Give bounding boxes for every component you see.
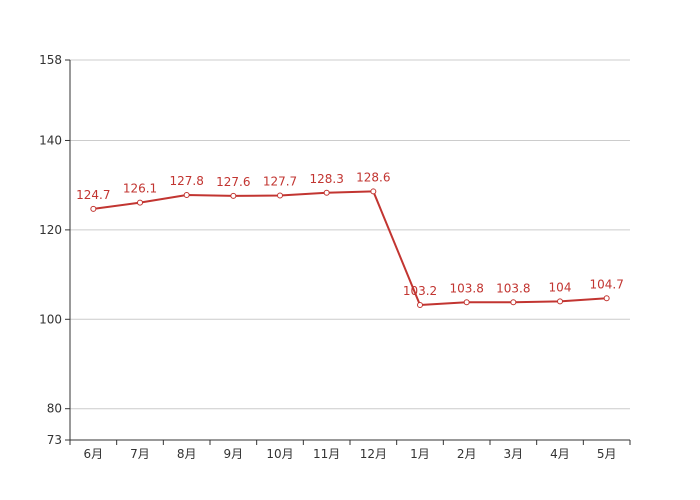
data-point[interactable] [183,192,190,199]
data-point[interactable] [370,188,377,195]
data-point[interactable] [510,299,517,306]
x-tick-label: 12月 [360,447,387,461]
x-tick-label: 6月 [84,447,104,461]
y-tick-label: 100 [39,312,62,326]
y-tick-label: 140 [39,133,62,147]
x-tick-label: 7月 [130,447,150,461]
x-tick-label: 2月 [457,447,477,461]
label-layer: 124.7 126.1 127.8 127.6 127.7 128.3 128.6 103.2… [76,170,624,298]
data-point[interactable] [323,189,330,196]
data-point[interactable] [277,192,283,199]
x-tick-label: 10月 [266,447,293,461]
data-label: 127.6 [216,175,250,189]
data-point[interactable] [137,199,143,206]
x-tick-label: 5月 [597,447,617,461]
data-label: 104.7 [589,277,623,291]
data-label: 128.6 [356,170,390,184]
axis-layer: 73 80 100 120 140 158 6月 7月 8月 9月 10月 11月 12月 1月 2月 3月 4… [39,53,631,461]
data-label: 128.3 [309,172,343,186]
data-point[interactable] [603,295,610,302]
y-tick-label: 120 [39,223,62,237]
data-label: 124.7 [76,188,110,202]
x-tick-label: 9月 [224,447,244,461]
x-tick-label: 4月 [550,447,570,461]
data-label: 127.8 [169,174,203,188]
y-tick-label: 73 [47,433,62,447]
data-label: 104 [549,280,572,294]
data-point[interactable] [463,299,470,306]
data-label: 103.2 [403,284,437,298]
y-tick-label: 80 [47,402,62,416]
data-label: 127.7 [263,174,297,188]
data-point[interactable] [557,298,563,305]
data-point[interactable] [230,192,237,199]
series-layer [90,188,610,308]
data-label: 103.8 [449,281,483,295]
x-tick-label: 3月 [504,447,524,461]
data-label: 126.1 [123,182,157,196]
x-tick-label: 11月 [313,447,340,461]
x-tick-label: 1月 [410,447,430,461]
grid-layer [70,59,630,410]
y-tick-label: 158 [39,53,62,67]
data-point[interactable] [417,301,423,308]
x-tick-label: 8月 [177,447,197,461]
data-label: 103.8 [496,281,530,295]
data-point[interactable] [90,205,97,212]
series-line [93,190,607,306]
